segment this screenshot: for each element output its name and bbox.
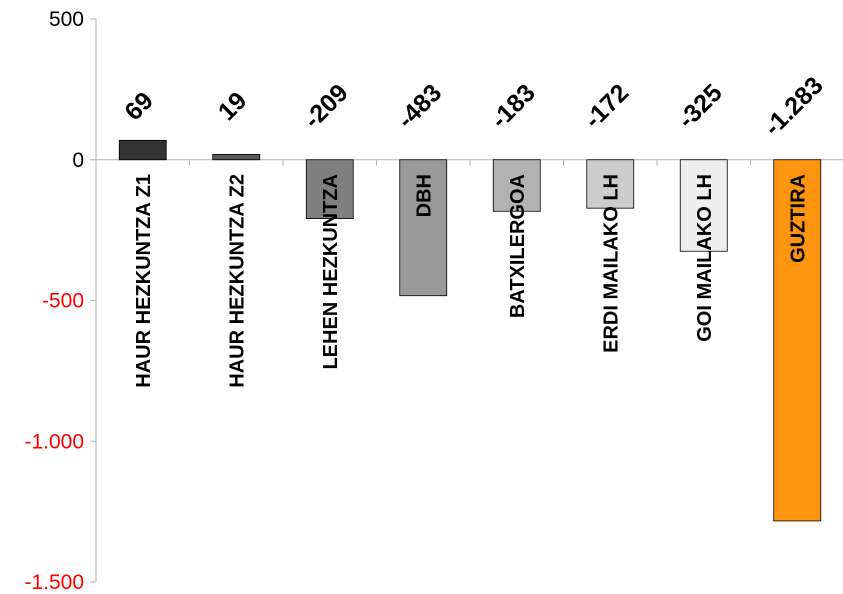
- bar: [773, 159, 822, 522]
- bar: [586, 159, 635, 209]
- data-label: -325: [672, 79, 727, 134]
- category-label: GOI MAILAKO LH: [694, 174, 716, 342]
- data-label: -183: [485, 79, 540, 134]
- bar: [679, 159, 728, 252]
- y-tick-label: -1.500: [24, 571, 84, 594]
- data-label: 69: [119, 87, 158, 126]
- category-label: ERDI MAILAKO LH: [600, 174, 622, 353]
- axes: [90, 18, 843, 583]
- category-label: HAUR HEZKUNTZA Z2: [226, 174, 248, 388]
- bar: [492, 159, 541, 212]
- category-label: HAUR HEZKUNTZA Z1: [133, 174, 155, 388]
- y-tick-labels: 500 0 -500 -1.000 -1.500: [24, 8, 84, 594]
- y-tick-label: -1.000: [24, 430, 84, 453]
- bar: [305, 159, 354, 219]
- data-label: -1.283: [759, 71, 829, 141]
- category-label: GUZTIRA: [787, 174, 809, 263]
- category-label: DBH: [413, 174, 435, 217]
- data-label: 19: [213, 87, 252, 126]
- data-label: -172: [579, 79, 634, 134]
- y-tick-label: 0: [72, 149, 84, 172]
- data-labels: 69 19 -209 -483 -183 -172 -325 -1.283: [119, 71, 828, 141]
- category-label: BATXILERGOA: [507, 174, 529, 318]
- category-label: LEHEN HEZKUNTZA: [320, 174, 342, 370]
- data-label: -209: [298, 79, 353, 134]
- bar: [118, 139, 167, 161]
- category-labels: HAUR HEZKUNTZA Z1 HAUR HEZKUNTZA Z2 LEHEN …: [133, 174, 810, 388]
- data-label: -483: [392, 79, 447, 134]
- bar: [212, 154, 261, 161]
- y-tick-label: -500: [42, 290, 84, 313]
- bar: [399, 159, 448, 297]
- y-tick-label: 500: [49, 8, 84, 31]
- bars: [118, 139, 822, 522]
